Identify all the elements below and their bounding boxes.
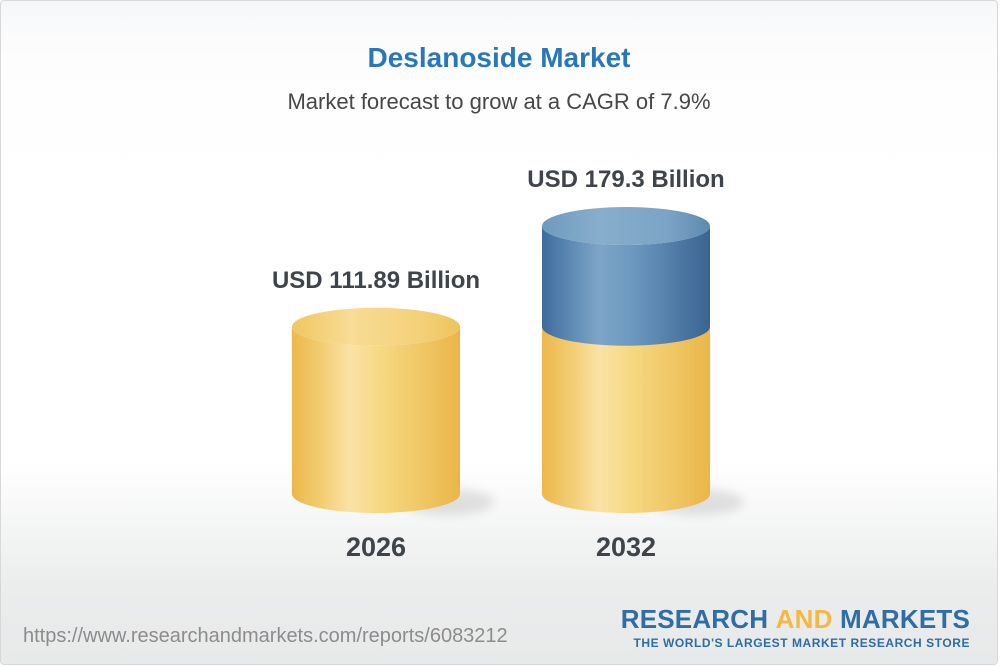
- page-title: Deslanoside Market: [367, 42, 631, 73]
- logo-word-research: RESEARCH: [620, 604, 769, 635]
- logo-tagline: THE WORLD'S LARGEST MARKET RESEARCH STOR…: [633, 635, 970, 650]
- research-and-markets-logo[interactable]: RESEARCH AND MARKETS THE WORLD'S LARGEST…: [621, 605, 970, 650]
- category-label-2032: 2032: [595, 532, 657, 562]
- page-subtitle: Market forecast to grow at a CAGR of 7.9…: [287, 89, 711, 114]
- logo-word-and: AND: [775, 604, 833, 635]
- logo-wordmark: RESEARCH AND MARKETS: [621, 605, 970, 634]
- report-url-link[interactable]: https://www.researchandmarkets.com/repor…: [23, 625, 508, 647]
- value-label-2032: USD 179.3 Billion: [527, 166, 725, 193]
- logo-word-markets: MARKETS: [840, 604, 970, 635]
- category-label-2026: 2026: [345, 532, 407, 562]
- chart-bars: [292, 207, 744, 515]
- value-label-2026: USD 111.89 Billion: [271, 266, 481, 294]
